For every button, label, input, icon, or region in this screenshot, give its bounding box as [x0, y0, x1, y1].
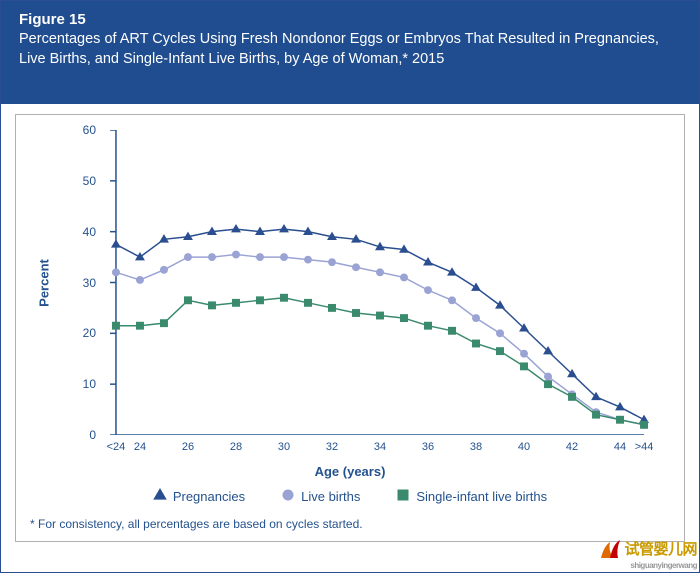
- y-tick-label: 30: [66, 276, 96, 290]
- x-tick-label: 28: [221, 441, 251, 453]
- x-tick-label: 30: [269, 441, 299, 453]
- footnote: * For consistency, all percentages are b…: [30, 517, 363, 531]
- y-tick-label: 60: [66, 123, 96, 137]
- figure-number: Figure 15: [19, 11, 681, 28]
- legend-item: Pregnancies: [153, 488, 245, 505]
- x-tick-label: 42: [557, 441, 587, 453]
- y-tick-label: 50: [66, 174, 96, 188]
- y-tick-label: 40: [66, 225, 96, 239]
- triangle-icon: [153, 488, 167, 505]
- x-tick-label: 26: [173, 441, 203, 453]
- legend-label: Live births: [301, 489, 360, 504]
- x-tick-label: 38: [461, 441, 491, 453]
- y-tick-label: 10: [66, 377, 96, 391]
- legend-item: Live births: [281, 488, 360, 505]
- circle-icon: [281, 488, 295, 505]
- legend-item: Single-infant live births: [396, 488, 547, 505]
- x-tick-label: 36: [413, 441, 443, 453]
- x-axis-label: Age (years): [16, 464, 684, 479]
- legend-label: Single-infant live births: [416, 489, 547, 504]
- x-tick-label: >44: [629, 441, 659, 453]
- watermark-logo-icon: [598, 538, 622, 563]
- y-axis-label: Percent: [37, 259, 52, 307]
- watermark: 试管婴儿网 shiguanyingerwang: [598, 538, 697, 570]
- x-tick-label: 24: [125, 441, 155, 453]
- y-tick-label: 0: [66, 428, 96, 442]
- figure-title: Percentages of ART Cycles Using Fresh No…: [19, 30, 681, 69]
- plot-area: 0102030405060 <242426283032343638404244>…: [106, 130, 654, 435]
- y-tick-label: 20: [66, 326, 96, 340]
- chart-panel: Percent 0102030405060 <24242628303234363…: [15, 114, 685, 542]
- x-tick-label: 32: [317, 441, 347, 453]
- watermark-text: 试管婴儿网: [624, 541, 697, 558]
- legend: Pregnancies Live births Single-infant live…: [16, 488, 684, 505]
- square-icon: [396, 488, 410, 505]
- x-tick-label: 34: [365, 441, 395, 453]
- legend-label: Pregnancies: [173, 489, 245, 504]
- x-tick-label: 40: [509, 441, 539, 453]
- figure-header: Figure 15 Percentages of ART Cycles Usin…: [1, 1, 699, 104]
